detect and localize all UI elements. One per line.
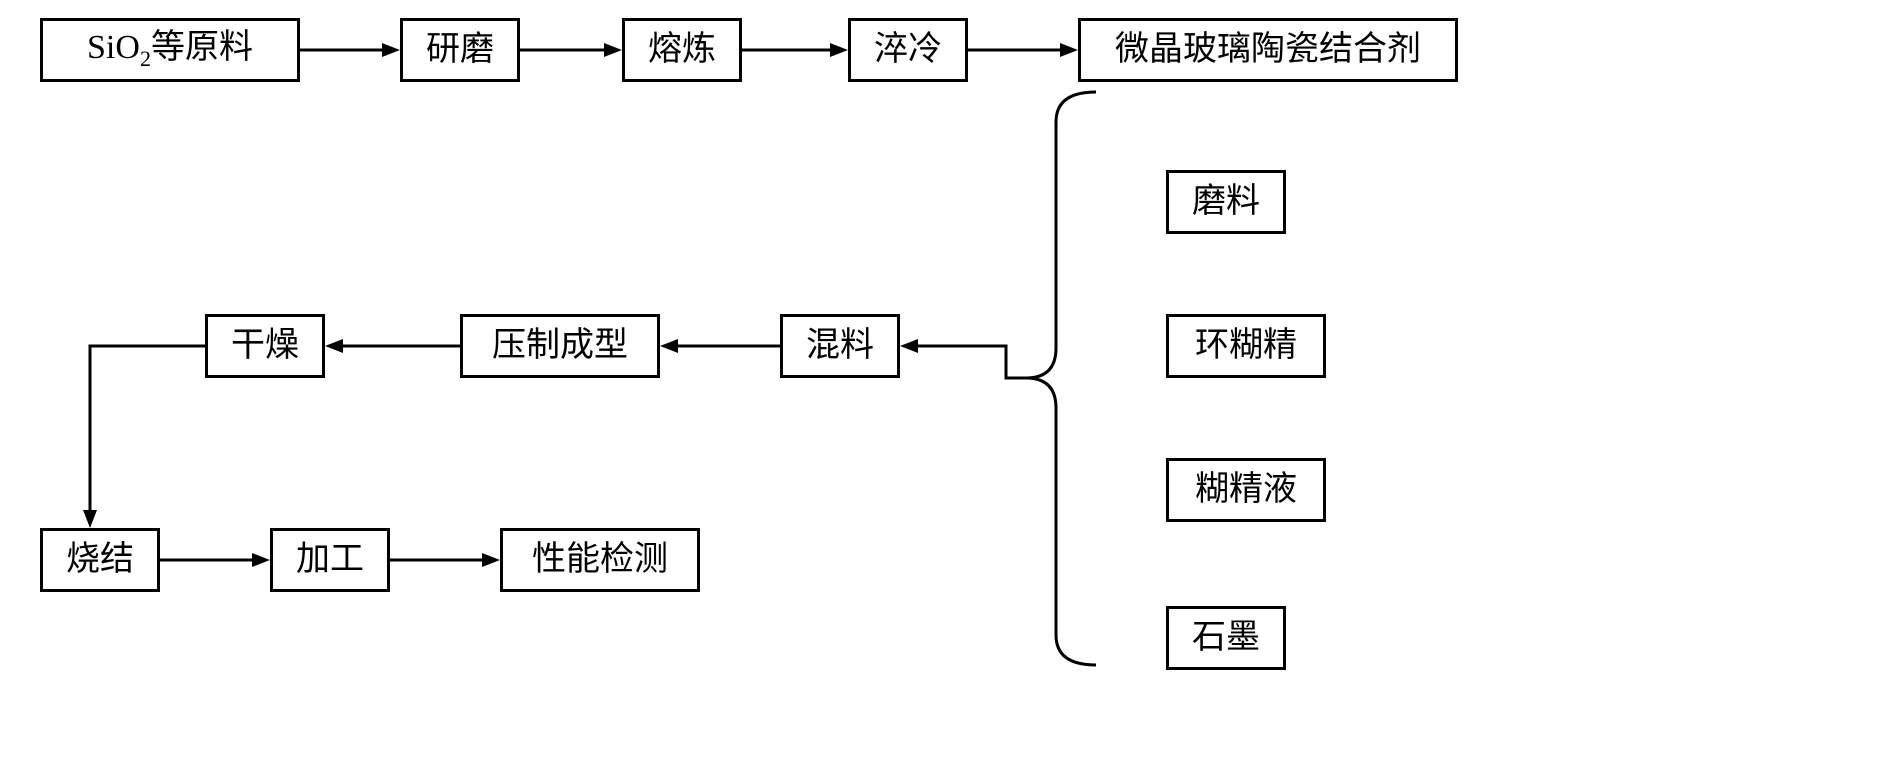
node-n6-label: 磨料 (1192, 185, 1260, 219)
node-n4: 淬冷 (848, 18, 968, 82)
node-n2-label: 研磨 (426, 33, 494, 67)
node-n3-label: 熔炼 (648, 33, 716, 67)
connectors-layer (0, 0, 1879, 766)
node-n10: 混料 (780, 314, 900, 378)
node-n11-label: 压制成型 (492, 329, 628, 363)
node-n5-label: 微晶玻璃陶瓷结合剂 (1115, 33, 1421, 67)
node-n13: 烧结 (40, 528, 160, 592)
node-n9-label: 石墨 (1192, 621, 1260, 655)
node-n7-label: 环糊精 (1195, 329, 1297, 363)
node-n12: 干燥 (205, 314, 325, 378)
node-n11: 压制成型 (460, 314, 660, 378)
node-n8-label: 糊精液 (1195, 473, 1297, 507)
node-n1: SiO2等原料 (40, 18, 300, 82)
node-n2: 研磨 (400, 18, 520, 82)
node-n5: 微晶玻璃陶瓷结合剂 (1078, 18, 1458, 82)
node-n3: 熔炼 (622, 18, 742, 82)
node-n10-label: 混料 (806, 329, 874, 363)
node-n15-label: 性能检测 (532, 543, 668, 577)
node-n1-label: SiO2等原料 (87, 31, 253, 70)
node-n13-label: 烧结 (66, 543, 134, 577)
node-n15: 性能检测 (500, 528, 700, 592)
node-n9: 石墨 (1166, 606, 1286, 670)
node-n14: 加工 (270, 528, 390, 592)
node-n6: 磨料 (1166, 170, 1286, 234)
node-n8: 糊精液 (1166, 458, 1326, 522)
node-n14-label: 加工 (296, 543, 364, 577)
node-n7: 环糊精 (1166, 314, 1326, 378)
node-n4-label: 淬冷 (874, 33, 942, 67)
node-n12-label: 干燥 (231, 329, 299, 363)
